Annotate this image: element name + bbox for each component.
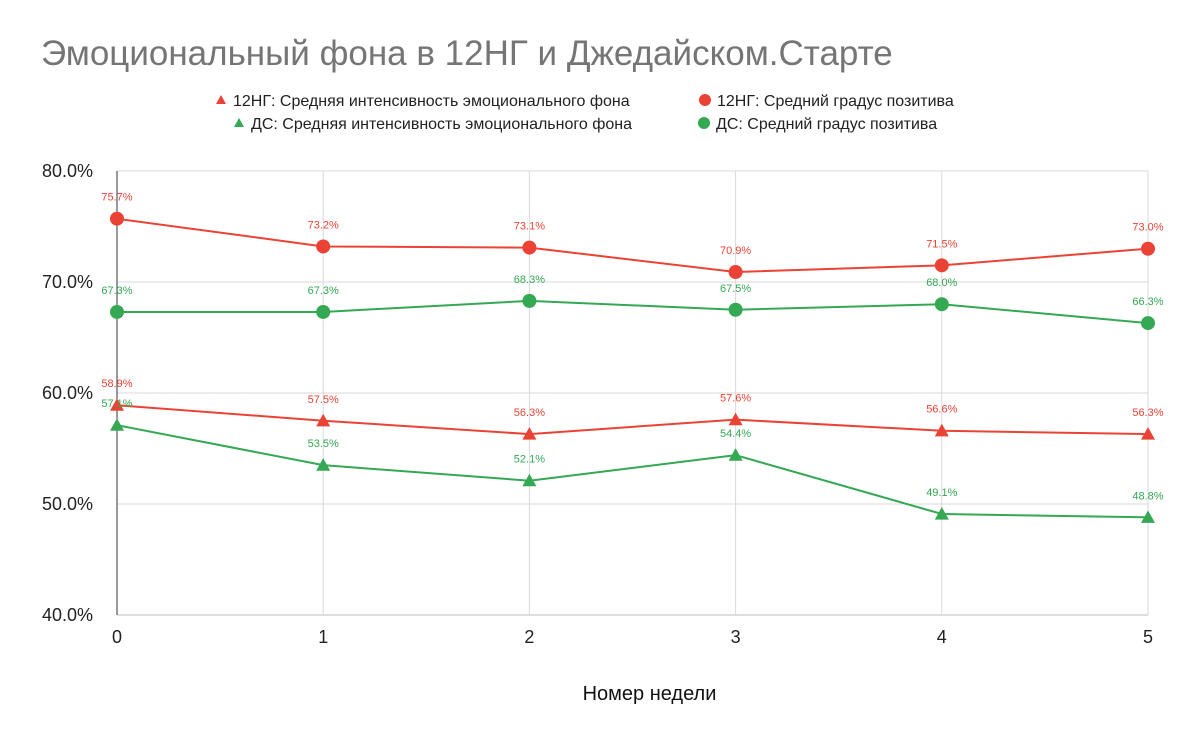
data-label: 58.9% — [101, 378, 132, 390]
legend-label: 12НГ: Средняя интенсивность эмоционально… — [233, 93, 630, 110]
data-label: 68.3% — [514, 274, 545, 286]
y-tick-label: 60.0% — [42, 383, 93, 403]
data-label: 56.6% — [926, 404, 957, 416]
data-label: 57.6% — [720, 393, 751, 405]
y-tick-label: 40.0% — [42, 605, 93, 625]
data-label: 56.3% — [514, 407, 545, 419]
triangle-marker — [728, 412, 743, 426]
legend-triangle-marker — [216, 95, 226, 104]
series-line — [116, 217, 1149, 274]
x-tick-label: 5 — [1143, 627, 1153, 647]
circle-marker — [110, 304, 124, 319]
chart-title: Эмоциональный фона в 12НГ и Джедайском.С… — [41, 34, 893, 73]
circle-marker — [522, 240, 537, 255]
data-label: 57.1% — [101, 398, 132, 410]
circle-marker — [934, 258, 949, 273]
circle-marker — [1141, 316, 1155, 331]
x-tick-label: 4 — [937, 627, 947, 647]
legend-label: ДС: Средняя интенсивность эмоционального… — [251, 116, 632, 133]
triangle-marker — [1141, 427, 1155, 440]
data-label: 75.7% — [101, 192, 132, 204]
triangle-marker — [728, 448, 743, 461]
data-label: 73.1% — [514, 221, 545, 233]
circle-marker — [934, 297, 949, 312]
data-label: 71.5% — [926, 238, 957, 250]
data-label: 67.5% — [720, 283, 751, 295]
triangle-marker — [1141, 510, 1155, 523]
legend-item: 12НГ: Средний градус позитива — [699, 93, 954, 110]
x-tick-label: 3 — [731, 627, 741, 647]
data-label: 67.3% — [308, 285, 339, 297]
grid-lines — [117, 170, 1149, 616]
triangle-marker — [110, 398, 124, 411]
series-layer — [110, 211, 1155, 523]
data-label: 48.8% — [1132, 490, 1163, 502]
circle-marker — [316, 304, 331, 319]
legend-label: ДС: Средний градус позитива — [716, 116, 937, 133]
x-axis-title: Номер недели — [583, 683, 717, 705]
triangle-marker — [316, 458, 331, 471]
circle-marker — [728, 302, 743, 317]
circle-marker — [316, 239, 331, 254]
circle-marker — [1141, 241, 1155, 256]
y-tick-label: 70.0% — [42, 272, 93, 292]
data-labels: 58.9% 57.5% 56.3% 57.6% 56.6% 56.3% 75.7% 73.2%… — [101, 192, 1163, 503]
series-line — [116, 404, 1149, 436]
data-label: 68.0% — [926, 277, 957, 289]
triangle-marker — [934, 423, 949, 437]
data-label: 56.3% — [1132, 407, 1163, 419]
data-label: 49.1% — [926, 487, 957, 499]
triangle-marker — [110, 418, 124, 431]
x-tick-label: 0 — [112, 627, 122, 647]
data-label: 67.3% — [101, 285, 132, 297]
y-tick-label: 50.0% — [42, 494, 93, 514]
data-label: 70.9% — [720, 245, 751, 257]
data-label: 73.0% — [1132, 222, 1163, 234]
triangle-marker — [934, 506, 949, 520]
legend-item: ДС: Средний градус позитива — [698, 116, 937, 133]
data-label: 57.5% — [308, 394, 339, 406]
x-tick-label: 1 — [318, 627, 328, 647]
data-label: 53.5% — [308, 438, 339, 450]
legend-item: ДС: Средняя интенсивность эмоционального… — [234, 116, 632, 133]
legend-circle-marker — [698, 117, 710, 129]
series-line — [116, 424, 1149, 519]
x-tick-label: 2 — [524, 627, 534, 647]
data-label: 73.2% — [308, 219, 339, 231]
circle-marker — [728, 265, 743, 280]
circle-marker — [522, 293, 537, 308]
legend-triangle-marker — [234, 118, 244, 127]
y-tick-label: 80.0% — [42, 161, 93, 181]
legend: 12НГ: Средняя интенсивность эмоционально… — [216, 93, 954, 133]
circle-marker — [110, 211, 124, 226]
data-label: 52.1% — [514, 454, 545, 466]
legend-label: 12НГ: Средний градус позитива — [717, 93, 954, 110]
triangle-marker — [522, 427, 537, 440]
series-line — [117, 299, 1149, 325]
legend-circle-marker — [699, 94, 711, 106]
axes: 40.0% 50.0% 60.0% 70.0% 80.0% 0 1 2 3 4 5 Номер нед… — [42, 161, 1153, 705]
triangle-marker — [522, 473, 537, 487]
triangle-marker — [316, 413, 331, 427]
legend-item: 12НГ: Средняя интенсивность эмоционально… — [216, 93, 630, 110]
data-label: 66.3% — [1132, 296, 1163, 308]
data-label: 54.4% — [720, 428, 751, 440]
